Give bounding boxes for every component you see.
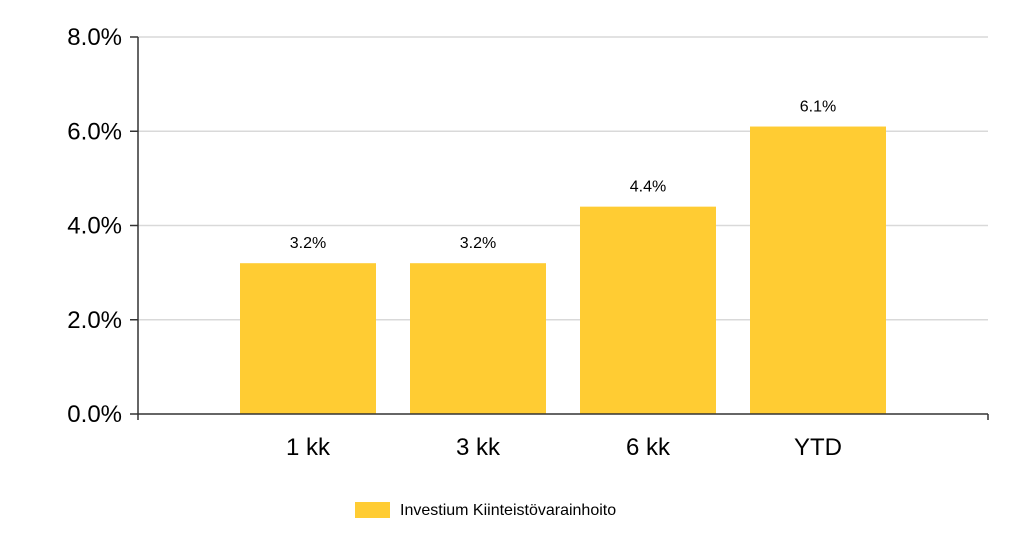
bar-ytd: [750, 126, 886, 414]
data-label: 4.4%: [630, 179, 666, 196]
y-tick-label: 2.0%: [67, 307, 122, 334]
bar-1-kk: [240, 263, 376, 414]
x-tick-label: 1 kk: [286, 434, 331, 461]
y-tick-label: 8.0%: [67, 24, 122, 51]
legend-swatch: [355, 502, 390, 518]
labels: 0.0% 2.0% 4.0% 6.0% 8.0% 3.2% 3.2% 4.4% 6.1% 1 kk…: [67, 24, 842, 461]
data-label: 3.2%: [290, 235, 326, 252]
legend: Investium Kiinteistövarainhoito: [355, 502, 616, 519]
legend-label: Investium Kiinteistövarainhoito: [400, 502, 616, 519]
x-tick-label: 3 kk: [456, 434, 501, 461]
y-tick-label: 4.0%: [67, 213, 122, 240]
y-tick-label: 6.0%: [67, 118, 122, 145]
x-tick-label: 6 kk: [626, 434, 671, 461]
data-label: 3.2%: [460, 235, 496, 252]
data-label: 6.1%: [800, 99, 836, 116]
bar-3-kk: [410, 263, 546, 414]
axes: [130, 36, 989, 420]
y-tick-label: 0.0%: [67, 401, 122, 428]
x-tick-label: YTD: [794, 434, 842, 461]
bar-6-kk: [580, 206, 716, 414]
bars: [240, 126, 886, 414]
